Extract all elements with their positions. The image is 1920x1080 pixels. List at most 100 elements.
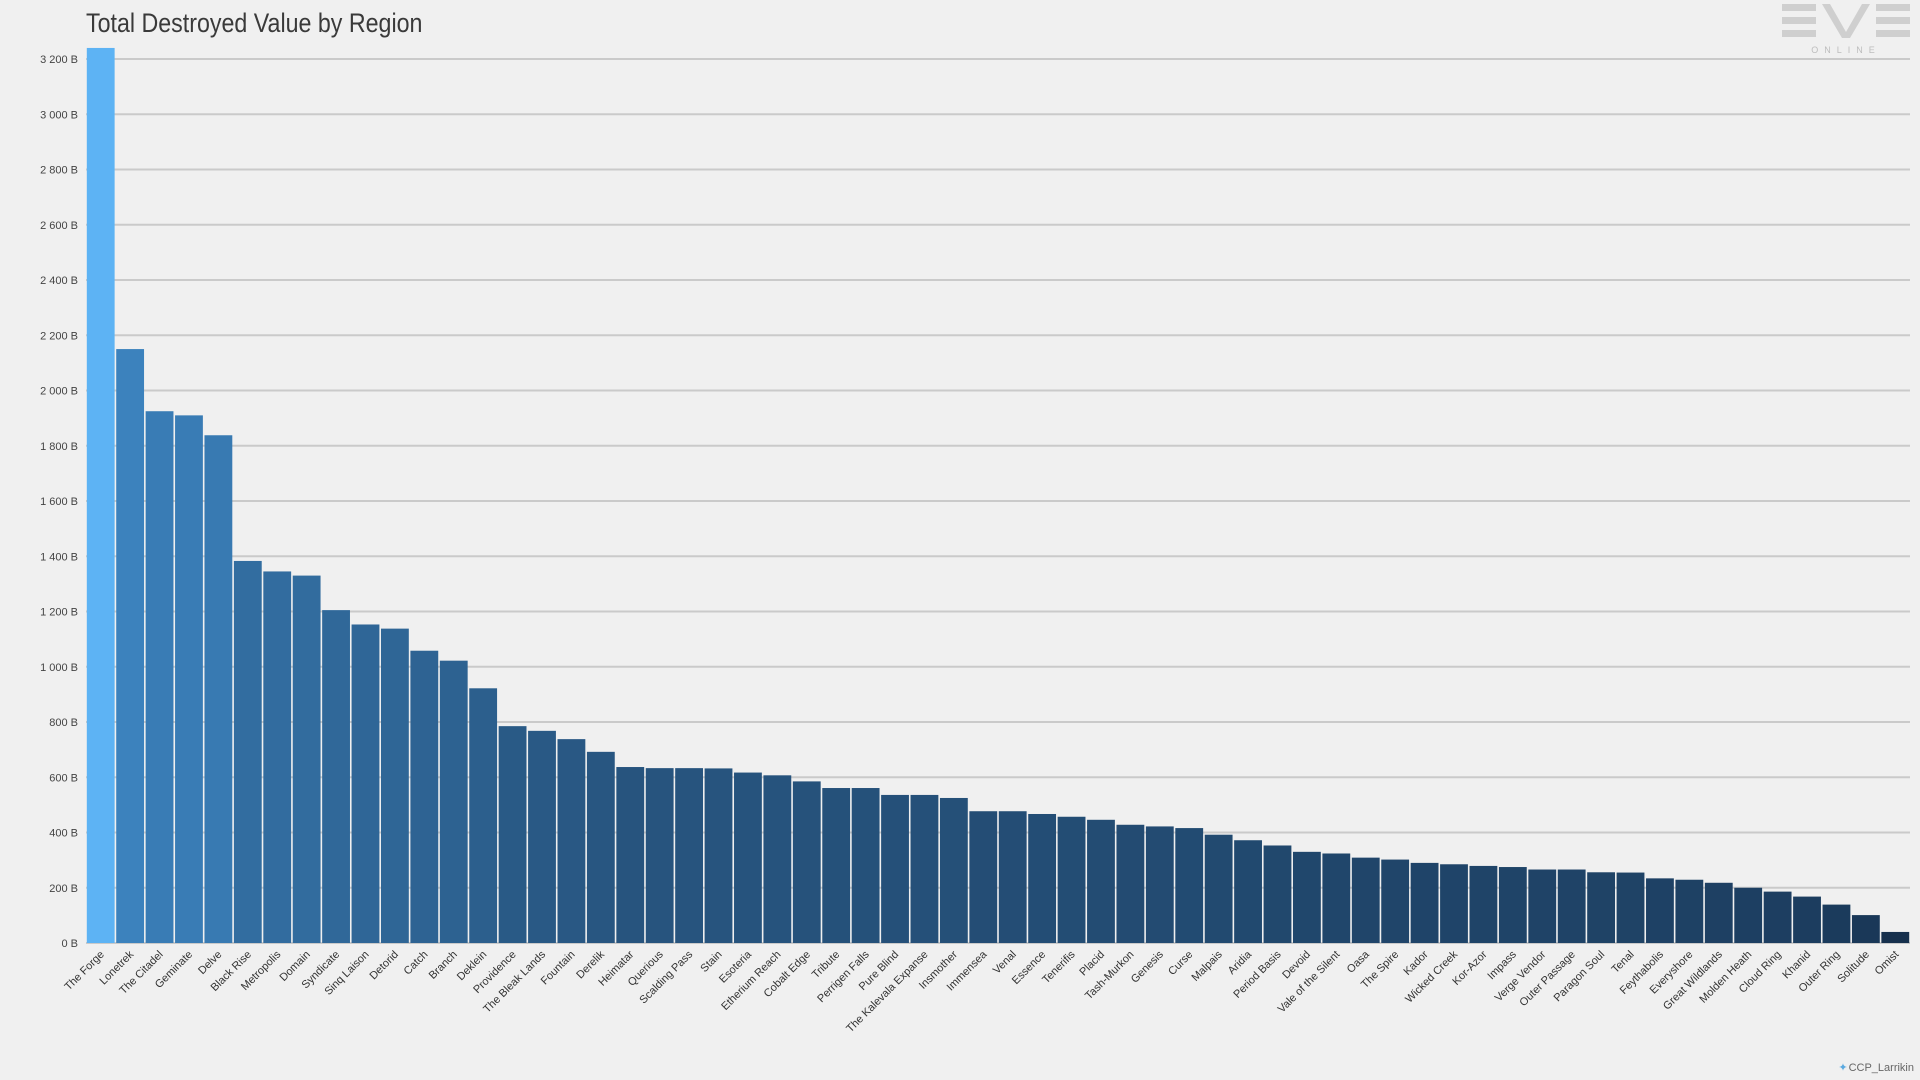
y-tick-label: 2 200 B (40, 330, 78, 342)
bar (1322, 853, 1351, 943)
bar (1175, 828, 1204, 943)
bar (822, 788, 851, 943)
bar (204, 435, 233, 943)
bar (439, 660, 468, 943)
bar (1704, 882, 1733, 943)
y-tick-label: 1 000 B (40, 662, 78, 674)
author-credit: ✦CCP_Larrikin (1838, 1061, 1914, 1074)
bar (1263, 845, 1292, 943)
bar (469, 688, 498, 943)
credit-handle: CCP_Larrikin (1848, 1062, 1914, 1074)
x-tick-label: Genesis (1129, 948, 1166, 985)
x-tick-label: Detorid (367, 949, 401, 983)
bar (1822, 904, 1851, 943)
bar (1587, 872, 1616, 943)
y-tick-label: 0 B (61, 938, 78, 950)
bar (1351, 857, 1380, 943)
bar (498, 726, 527, 943)
bar (1498, 867, 1527, 943)
bar (233, 560, 262, 943)
bar (1675, 879, 1704, 943)
x-tick-label: Malpais (1189, 948, 1225, 984)
x-tick-label: Solitude (1835, 949, 1872, 986)
bar (1469, 865, 1498, 943)
bar (1028, 813, 1057, 943)
bar (557, 739, 586, 943)
x-tick-label: Scalding Pass (637, 948, 695, 1006)
y-tick-label: 1 200 B (40, 607, 78, 619)
bar (792, 781, 821, 943)
bar (910, 794, 939, 943)
x-tick-label: Stain (698, 949, 724, 975)
x-tick-label: Oasa (1345, 948, 1373, 976)
y-tick-label: 800 B (49, 717, 78, 729)
bar (1234, 840, 1262, 943)
bar (1381, 859, 1410, 943)
bar (939, 797, 968, 943)
bar (1116, 824, 1145, 943)
bar (1763, 891, 1792, 943)
bar (351, 624, 380, 943)
y-tick-label: 400 B (49, 828, 78, 840)
bar (1793, 896, 1821, 943)
x-tick-label: Omist (1873, 949, 1902, 978)
bar (1646, 878, 1674, 943)
bar (998, 811, 1027, 943)
y-tick-label: 3 000 B (40, 109, 78, 121)
x-tick-label: Tenal (1610, 949, 1637, 976)
y-tick-label: 2 600 B (40, 220, 78, 232)
x-tick-label: Tenerifis (1040, 948, 1078, 986)
bar (1881, 931, 1910, 943)
bar (881, 794, 909, 943)
bar (322, 610, 350, 943)
y-tick-label: 2 000 B (40, 386, 78, 398)
bar (1440, 864, 1468, 943)
bar (263, 571, 292, 943)
bar (763, 775, 792, 943)
bar (1087, 819, 1115, 943)
bar (1145, 826, 1174, 943)
bar (1057, 816, 1086, 943)
bar (410, 650, 439, 943)
y-tick-label: 1 800 B (40, 441, 78, 453)
eve-online-logo: ONLINE (1782, 4, 1910, 55)
bar (616, 767, 645, 943)
bar (1616, 872, 1645, 943)
bar (1851, 915, 1880, 943)
y-tick-label: 1 600 B (40, 496, 78, 508)
x-tick-label: The Forge (62, 949, 106, 993)
bar (734, 772, 762, 943)
y-tick-label: 200 B (49, 883, 78, 895)
bar (851, 788, 880, 943)
y-tick-label: 2 800 B (40, 165, 78, 177)
bar (1734, 887, 1763, 943)
y-tick-label: 3 200 B (40, 54, 78, 66)
bar (675, 768, 704, 943)
bar (1410, 862, 1439, 943)
bar (86, 47, 115, 943)
x-tick-label: Branch (427, 949, 460, 982)
bar (116, 349, 145, 943)
bar (1292, 851, 1321, 943)
bar (292, 575, 321, 943)
bar (1528, 869, 1557, 943)
bar (1204, 834, 1233, 943)
bar (586, 751, 615, 943)
bar (704, 768, 733, 943)
twitter-bird-icon: ✦ (1838, 1062, 1848, 1074)
y-tick-label: 600 B (49, 772, 78, 784)
bar (380, 628, 409, 943)
y-tick-label: 1 400 B (40, 551, 78, 563)
bar (1557, 869, 1586, 943)
bar (528, 730, 556, 943)
bar (969, 811, 998, 943)
logo-subtext: ONLINE (1811, 45, 1881, 55)
bar (645, 768, 674, 943)
bar (145, 411, 174, 943)
y-tick-label: 2 400 B (40, 275, 78, 287)
bar (175, 415, 203, 943)
bars (86, 47, 1910, 943)
y-axis-labels: 0 B 200 B 400 B 600 B 800 B 1 000 B 1 200 B 1 4… (40, 54, 78, 950)
